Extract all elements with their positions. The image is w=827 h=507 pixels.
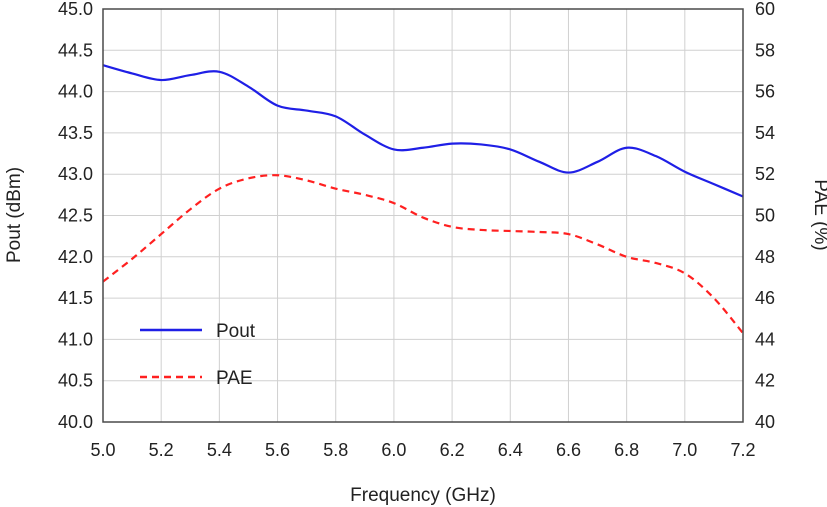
tick-labels: 5.0 5.2 5.4 5.6 5.8 6.0 6.2 6.4 6.6 6.8 7.0 7.2 40.0… [58, 0, 775, 460]
x-tick-label: 6.0 [381, 440, 406, 460]
y-tick-label: 41.0 [58, 329, 93, 349]
grid [103, 9, 743, 422]
x-axis-title: Frequency (GHz) [350, 485, 496, 506]
y-tick-label: 43.5 [58, 123, 93, 143]
y2-tick-label: 40 [755, 412, 775, 432]
x-tick-label: 5.2 [149, 440, 174, 460]
y2-tick-label: 52 [755, 164, 775, 184]
y-tick-label: 40.5 [58, 371, 93, 391]
y-tick-label: 45.0 [58, 0, 93, 19]
legend-label-pae: PAE [216, 368, 253, 389]
y-tick-label: 43.0 [58, 164, 93, 184]
y2-tick-label: 44 [755, 329, 775, 349]
y-tick-label: 44.0 [58, 82, 93, 102]
y2-tick-label: 60 [755, 0, 775, 19]
plot-frame [102, 8, 744, 423]
y2-tick-label: 48 [755, 247, 775, 267]
x-tick-label: 5.6 [265, 440, 290, 460]
legend-label-pout: Pout [216, 321, 256, 342]
x-tick-label: 5.0 [90, 440, 115, 460]
x-tick-label: 6.6 [556, 440, 581, 460]
y2-tick-label: 50 [755, 206, 775, 226]
y2-axis-title: PAE (%) [810, 179, 827, 250]
y2-tick-label: 46 [755, 288, 775, 308]
x-tick-label: 7.2 [730, 440, 755, 460]
x-tick-label: 6.8 [614, 440, 639, 460]
legend: Pout PAE [140, 321, 256, 389]
y2-tick-label: 42 [755, 371, 775, 391]
series-line-pout [102, 64, 744, 198]
series-line-pae [102, 174, 744, 334]
y-tick-label: 41.5 [58, 288, 93, 308]
y2-tick-label: 58 [755, 40, 775, 60]
y2-tick-label: 56 [755, 82, 775, 102]
y-tick-label: 40.0 [58, 412, 93, 432]
y-tick-label: 42.5 [58, 206, 93, 226]
x-tick-label: 6.4 [498, 440, 523, 460]
x-tick-label: 5.4 [207, 440, 232, 460]
y-axis-title: Pout (dBm) [4, 167, 25, 263]
y2-tick-label: 54 [755, 123, 775, 143]
x-tick-label: 7.0 [672, 440, 697, 460]
x-tick-label: 5.8 [323, 440, 348, 460]
y-tick-label: 42.0 [58, 247, 93, 267]
y-tick-label: 44.5 [58, 40, 93, 60]
x-tick-label: 6.2 [440, 440, 465, 460]
series-layer [102, 64, 744, 334]
